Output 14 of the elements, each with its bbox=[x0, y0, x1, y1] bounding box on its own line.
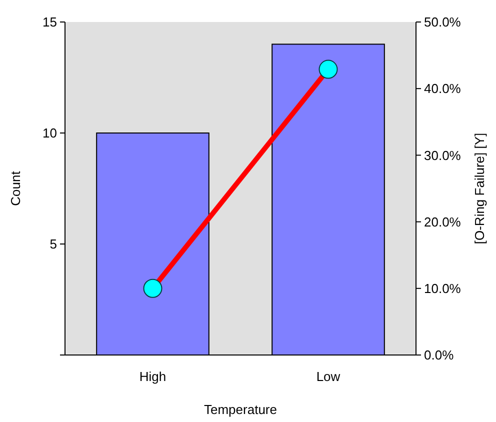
y2-tick-label: 20.0% bbox=[424, 214, 462, 230]
y2-tick-label: 0.0% bbox=[424, 348, 454, 363]
y-axis-title: Count bbox=[8, 170, 23, 206]
y2-tick-label: 40.0% bbox=[424, 81, 462, 96]
y-tick-label: 5 bbox=[50, 236, 57, 252]
y2-tick-label: 10.0% bbox=[424, 280, 462, 296]
x-axis-title: Temperature bbox=[204, 402, 277, 417]
x-tick-label: Low bbox=[316, 369, 341, 384]
x-tick-label: High bbox=[139, 369, 166, 384]
y-tick-label: 10 bbox=[42, 126, 57, 141]
y-tick-label: 15 bbox=[42, 14, 57, 30]
y2-tick-label: 30.0% bbox=[424, 148, 462, 163]
y2-tick-label: 50.0% bbox=[424, 14, 462, 30]
y2-axis-title: [O-Ring Failure] [Y] bbox=[472, 132, 487, 244]
